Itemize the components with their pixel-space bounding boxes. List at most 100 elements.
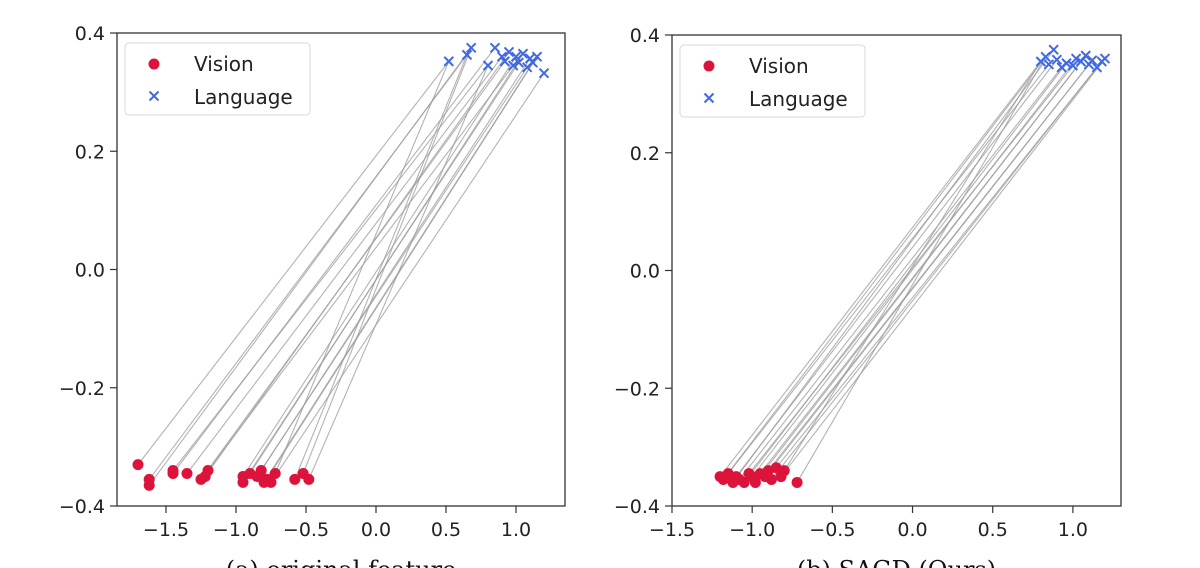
connection-line [294, 54, 468, 480]
connection-line [727, 64, 1050, 474]
legend-vision-marker [148, 58, 160, 70]
connection-line [137, 61, 450, 465]
legend-language-label: Language [194, 85, 293, 109]
language-point [510, 51, 522, 62]
connection-line [308, 65, 489, 480]
x-tick-label: −1.5 [649, 519, 695, 541]
language-point [538, 67, 550, 79]
x-tick-label: 1.0 [1058, 519, 1088, 541]
y-tick-label: 0.2 [630, 143, 660, 165]
vision-point [265, 476, 277, 488]
vision-point [143, 479, 155, 491]
x-tick-label: −1.0 [213, 519, 259, 541]
connection-line [719, 61, 1042, 477]
connection-line [186, 56, 503, 474]
legend-vision-label: Vision [194, 52, 254, 76]
legend: Vision Language [124, 42, 311, 116]
vision-point [289, 473, 301, 485]
connection-line [759, 55, 1087, 474]
connection-line [783, 61, 1042, 471]
y-tick-label: −0.2 [614, 378, 660, 400]
language-point [1043, 59, 1055, 70]
y-tick-label: −0.2 [59, 378, 105, 400]
connection-line [722, 56, 1047, 480]
language-point [1061, 58, 1072, 69]
connection-line [302, 47, 472, 474]
panel-b: −1.5 −1.0 −0.5 0.0 0.5 1.0 −0.4 −0.2 0.0 0.2 0.4 Vi… [614, 25, 1122, 568]
legend-vision-marker [703, 60, 715, 72]
language-point [503, 46, 515, 58]
vision-point [237, 476, 249, 488]
panel-a: −1.5 −1.0 −0.5 0.0 0.5 1.0 −0.4 −0.2 0.0 0.2 0.4 Vi… [59, 23, 566, 568]
connection-line [775, 61, 1103, 469]
connection-line [266, 56, 538, 480]
language-point [517, 48, 529, 59]
connection-line [274, 61, 450, 474]
legend-language-marker [703, 92, 715, 104]
legend-language-label: Language [749, 87, 848, 111]
vision-point [778, 465, 790, 477]
connection-lines [719, 49, 1106, 483]
connection-line [732, 49, 1055, 483]
language-points [443, 42, 550, 79]
language-point [1080, 50, 1091, 61]
language-point [507, 60, 519, 71]
panel-caption: (a) original feature [226, 556, 457, 568]
y-tick-label: 0.2 [75, 141, 105, 163]
x-tick-label: −0.5 [283, 519, 329, 541]
x-tick-label: −1.0 [729, 519, 775, 541]
language-point [482, 60, 494, 71]
y-tick-label: 0.4 [75, 23, 105, 45]
connection-line [738, 67, 1063, 480]
connection-line [270, 72, 545, 483]
language-point [1040, 51, 1051, 62]
language-point [496, 51, 508, 62]
legend-box [679, 44, 866, 118]
language-point [1048, 44, 1059, 55]
x-tick-label: 0.5 [431, 519, 461, 541]
language-point [489, 42, 501, 53]
connection-line [767, 59, 1093, 472]
connection-line [207, 65, 514, 471]
x-tick-label: −0.5 [809, 519, 855, 541]
language-point [1070, 53, 1082, 64]
vision-point [738, 476, 750, 488]
connection-lines [137, 47, 545, 486]
language-point [1099, 53, 1111, 64]
y-tick-label: −0.4 [59, 496, 105, 518]
vision-point [255, 465, 267, 477]
connection-line [148, 47, 472, 486]
language-point [443, 56, 455, 67]
connection-line [242, 56, 517, 477]
vision-point [167, 467, 179, 479]
x-tick-label: −1.5 [143, 519, 189, 541]
connection-line [751, 58, 1077, 477]
x-tick-label: 0.0 [361, 519, 391, 541]
language-point [1067, 60, 1079, 71]
language-point [461, 49, 473, 61]
connection-line [204, 51, 510, 477]
legend: Vision Language [679, 44, 866, 118]
legend-language-marker [148, 90, 160, 102]
language-point [499, 56, 511, 67]
x-tick-label: 0.5 [978, 519, 1008, 541]
connection-line [260, 58, 531, 471]
vision-point [303, 473, 315, 485]
x-tick-label: 1.0 [501, 519, 531, 541]
language-point [1086, 55, 1098, 66]
legend-vision-label: Vision [749, 54, 809, 78]
panel-caption: (b) SAGD (Ours) [797, 556, 996, 568]
vision-point [132, 459, 144, 471]
y-tick-label: 0.0 [630, 261, 660, 283]
vision-points [714, 462, 803, 488]
language-points [1035, 44, 1111, 73]
vision-point [791, 476, 803, 488]
vision-point [202, 465, 214, 477]
vision-point [749, 476, 761, 488]
vision-point [269, 467, 281, 479]
language-point [527, 57, 539, 68]
language-point [513, 57, 525, 68]
language-point [1051, 54, 1063, 65]
y-tick-label: 0.0 [75, 260, 105, 282]
